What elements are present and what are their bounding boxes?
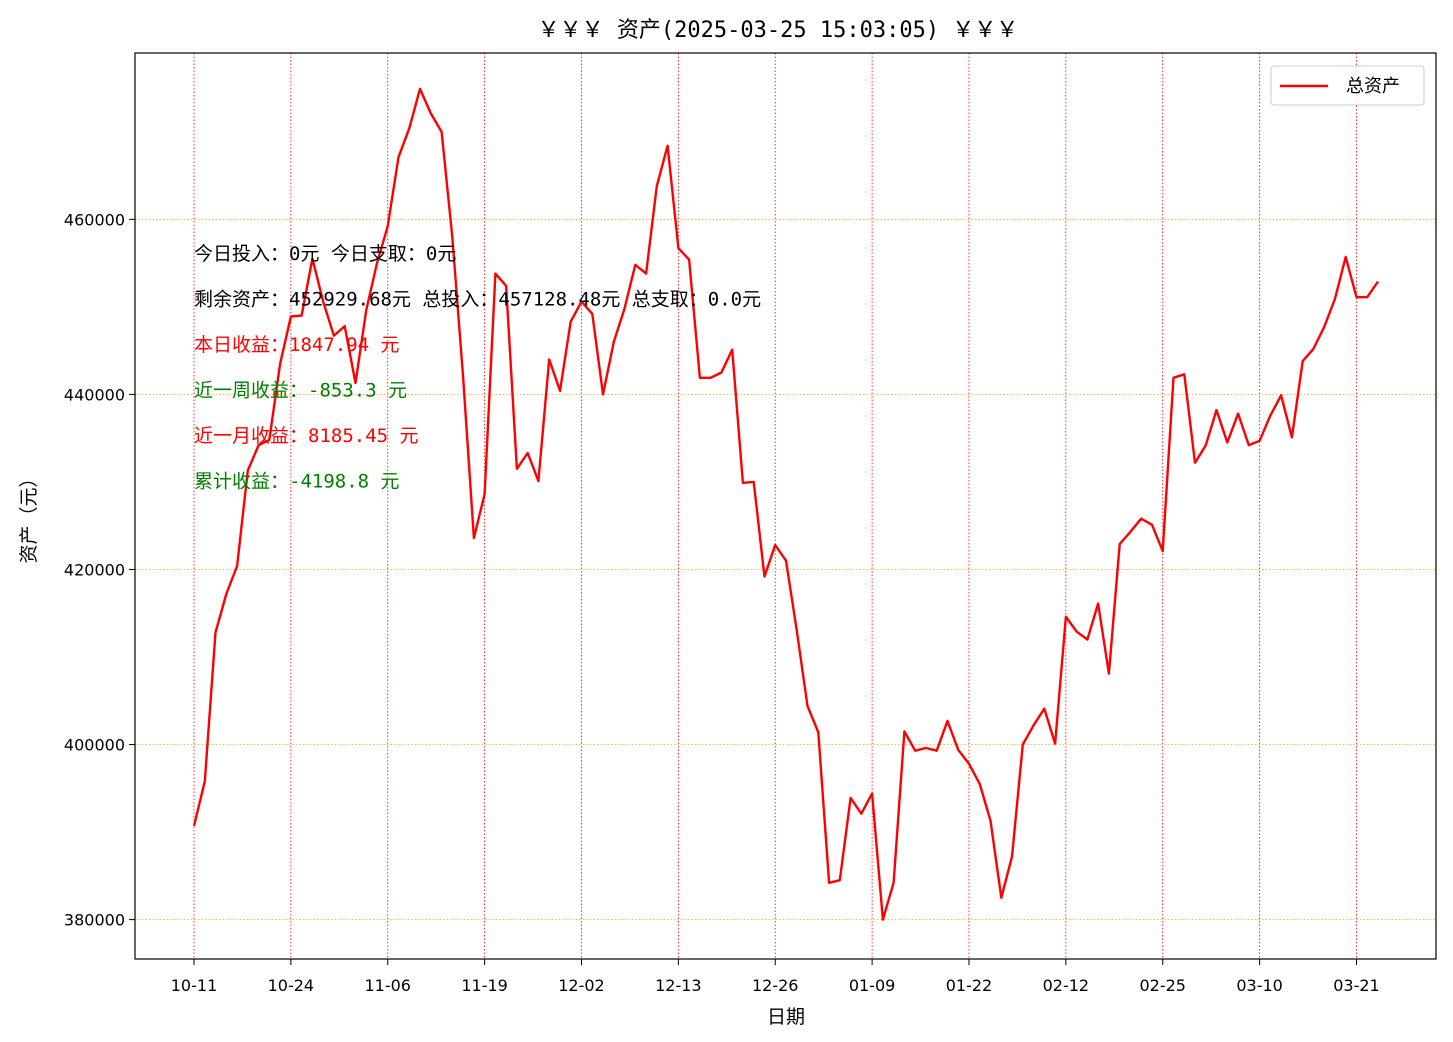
x-axis-label: 日期 <box>767 1006 805 1028</box>
plot-frame <box>134 52 1437 960</box>
y-tick-label: 380000 <box>64 911 125 930</box>
x-tick-label: 01-22 <box>946 976 993 995</box>
stat-annotation: 近一周收益：-853.3 元 <box>194 380 407 402</box>
series-layer <box>192 87 1379 921</box>
x-tick-label: 03-21 <box>1333 976 1380 995</box>
series-line-total-assets <box>192 87 1379 921</box>
x-tick-label: 12-02 <box>558 976 605 995</box>
x-tick-label: 11-06 <box>364 976 411 995</box>
x-tick-label: 02-25 <box>1139 976 1186 995</box>
legend: 总资产 <box>1270 65 1425 106</box>
x-tick-label: 10-11 <box>171 976 218 995</box>
stat-annotation: 近一月收益：8185.45 元 <box>194 425 419 447</box>
stat-annotation: 剩余资产：452929.68元 总投入：457128.48元 总支取：0.0元 <box>194 289 761 311</box>
legend-label: 总资产 <box>1346 76 1400 97</box>
y-axis-label: 资产（元） <box>18 468 40 563</box>
grid-lines <box>135 53 1436 959</box>
y-tick-label: 420000 <box>64 560 125 579</box>
x-tick-label: 10-24 <box>268 976 315 995</box>
y-tick-label: 400000 <box>64 736 125 755</box>
x-tick-label: 12-26 <box>752 976 799 995</box>
x-tick-label: 02-12 <box>1043 976 1090 995</box>
stat-annotation: 本日收益：1847.94 元 <box>194 334 400 356</box>
chart-title: ￥￥￥ 资产(2025-03-25 15:03:05) ￥￥￥ <box>538 18 1019 43</box>
legend-box <box>1270 65 1425 106</box>
x-tick-label: 11-19 <box>461 976 508 995</box>
x-tick-label: 12-13 <box>655 976 702 995</box>
stat-annotation: 今日投入：0元 今日支取：0元 <box>194 243 456 265</box>
x-tick-label: 03-10 <box>1236 976 1283 995</box>
y-axis: 380000 400000 420000 440000 460000 <box>64 210 135 930</box>
x-tick-label: 01-09 <box>849 976 896 995</box>
x-axis: 10-11 10-24 11-06 11-19 12-02 12-13 12-26 01-09… <box>171 959 1380 995</box>
stat-annotation: 累计收益：-4198.8 元 <box>194 471 400 493</box>
y-tick-label: 460000 <box>64 210 125 229</box>
y-tick-label: 440000 <box>64 385 125 404</box>
